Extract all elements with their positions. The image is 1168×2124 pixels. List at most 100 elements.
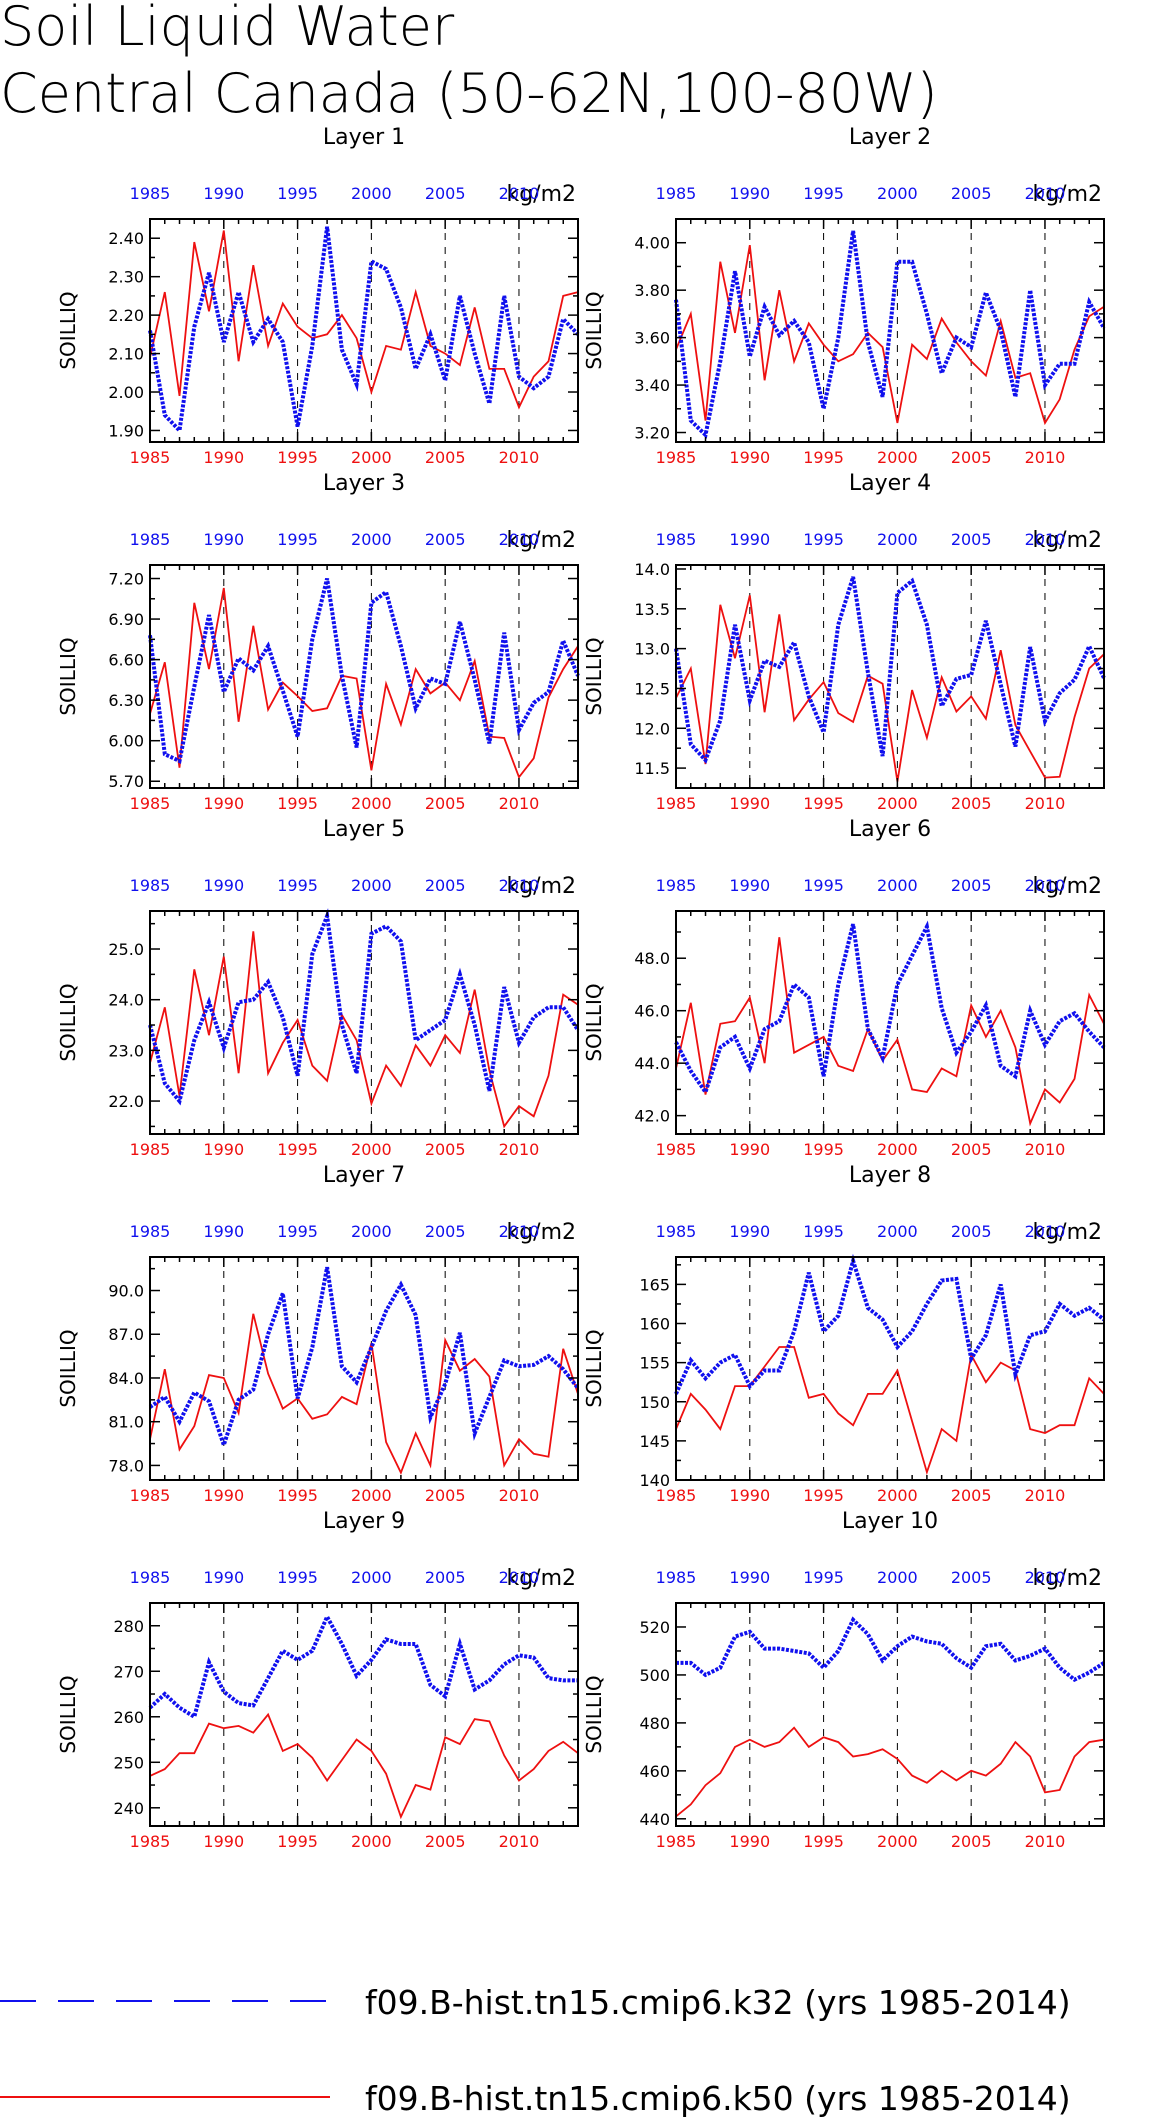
x-tick-label-top: 2000	[351, 876, 392, 895]
x-tick-label-bottom: 2000	[351, 1140, 392, 1159]
y-tick-label: 250	[113, 1753, 144, 1772]
y-tick-label: 6.60	[108, 651, 144, 670]
panel-title: Layer 6	[849, 817, 931, 842]
y-tick-label: 500	[639, 1666, 670, 1685]
panel-title: Layer 2	[849, 125, 931, 150]
y-tick-label: 13.5	[634, 600, 670, 619]
series-line-k50	[149, 1313, 579, 1475]
x-tick-label-top: 2005	[425, 876, 466, 895]
y-axis-label: SOILLIQ	[56, 291, 80, 369]
panel-title: Layer 5	[323, 817, 405, 842]
y-tick-label: 145	[639, 1432, 670, 1451]
y-axis-label: SOILLIQ	[56, 637, 80, 715]
panel-layer-2: Layer 2 kg/m2 1985 1985 1990 1990 1995 1995 2000…	[582, 125, 1106, 467]
y-tick-label: 270	[113, 1662, 144, 1681]
x-tick-label-top: 2000	[351, 1222, 392, 1241]
units-label: kg/m2	[1032, 874, 1102, 899]
x-tick-label-bottom: 2005	[951, 794, 992, 813]
y-tick-label: 1.90	[108, 421, 144, 440]
x-tick-label-top: 1990	[729, 1568, 770, 1587]
panel-layer-9: Layer 9 kg/m2 1985 1985 1990 1990 1995 1995 2000…	[56, 1509, 579, 1851]
x-tick-label-bottom: 1985	[130, 1140, 171, 1159]
x-tick-label-bottom: 1995	[803, 1832, 844, 1851]
chart-title-line-2: Central Canada (50-62N,100-80W)	[0, 62, 938, 125]
y-axis-label: SOILLIQ	[582, 1329, 606, 1407]
x-tick-label-top: 1990	[729, 1222, 770, 1241]
x-tick-label-bottom: 1990	[729, 794, 770, 813]
x-tick-label-top: 1990	[729, 184, 770, 203]
x-tick-label-bottom: 1985	[656, 1140, 697, 1159]
panel-layer-7: Layer 7 kg/m2 1985 1985 1990 1990 1995 1995 2000…	[56, 1163, 580, 1505]
x-tick-label-bottom: 1985	[656, 448, 697, 467]
y-tick-label: 520	[639, 1618, 670, 1637]
panel-layer-5: Layer 5 kg/m2 1985 1985 1990 1990 1995 1995 2000…	[56, 817, 580, 1159]
x-tick-label-top: 2005	[425, 184, 466, 203]
x-tick-label-bottom: 2005	[951, 448, 992, 467]
y-tick-label: 7.20	[108, 570, 144, 589]
x-tick-label-bottom: 2010	[1025, 794, 1066, 813]
units-label: kg/m2	[506, 528, 576, 553]
series-line-k32	[148, 908, 580, 1106]
x-tick-label-bottom: 2000	[351, 1832, 392, 1851]
x-tick-label-top: 1985	[656, 876, 697, 895]
x-tick-label-bottom: 2005	[425, 1486, 466, 1505]
x-tick-label-top: 1990	[203, 876, 244, 895]
y-tick-label: 22.0	[108, 1092, 144, 1111]
x-tick-label-bottom: 2000	[877, 794, 918, 813]
y-tick-label: 14.0	[634, 560, 670, 579]
series-line-k32	[674, 230, 1106, 439]
plot-frame	[675, 1602, 1105, 1827]
x-tick-label-top: 2000	[877, 530, 918, 549]
panel-layer-6: Layer 6 kg/m2 1985 1985 1990 1990 1995 1995 2000…	[582, 817, 1106, 1159]
panel-layer-10: Layer 10 kg/m2 1985 1985 1990 1990 1995 1995 200…	[582, 1509, 1106, 1851]
x-tick-label-bottom: 2010	[1025, 1140, 1066, 1159]
x-tick-label-bottom: 2010	[1025, 448, 1066, 467]
units-label: kg/m2	[1032, 528, 1102, 553]
series-line-k32	[148, 1266, 580, 1452]
y-tick-label: 25.0	[108, 940, 144, 959]
panel-title: Layer 7	[323, 1163, 405, 1188]
y-axis-label: SOILLIQ	[582, 1675, 606, 1753]
y-tick-label: 440	[639, 1810, 670, 1829]
series-line-k50	[675, 244, 1105, 426]
series-line-k50	[675, 1726, 1105, 1818]
x-tick-label-top: 2005	[951, 184, 992, 203]
y-tick-label: 165	[639, 1275, 670, 1294]
x-tick-label-bottom: 1995	[803, 1140, 844, 1159]
x-tick-label-top: 1985	[130, 184, 171, 203]
y-tick-label: 2.40	[108, 229, 144, 248]
units-label: kg/m2	[506, 182, 576, 207]
y-tick-label: 44.0	[634, 1054, 670, 1073]
x-tick-label-top: 1990	[729, 876, 770, 895]
panel-layer-3: Layer 3 kg/m2 1985 1985 1990 1990 1995 1995 2000…	[56, 471, 580, 813]
y-tick-label: 24.0	[108, 991, 144, 1010]
x-tick-label-bottom: 2005	[951, 1832, 992, 1851]
x-tick-label-bottom: 1995	[277, 1486, 318, 1505]
y-tick-label: 23.0	[108, 1041, 144, 1060]
x-tick-label-top: 1985	[656, 530, 697, 549]
x-tick-label-bottom: 2000	[877, 1832, 918, 1851]
panel-layer-4: Layer 4 kg/m2 1985 1985 1990 1990 1995 1995 2000…	[582, 471, 1106, 813]
x-tick-label-top: 2000	[877, 1222, 918, 1241]
series-line-k50	[149, 931, 579, 1129]
y-tick-label: 2.10	[108, 345, 144, 364]
y-tick-label: 480	[639, 1714, 670, 1733]
units-label: kg/m2	[1032, 182, 1102, 207]
legend-label-k50: f09.B-hist.tn15.cmip6.k50 (yrs 1985-2014…	[365, 2079, 1071, 2118]
y-axis-label: SOILLIQ	[582, 983, 606, 1061]
series-line-k50	[675, 1346, 1105, 1476]
series-line-k32	[674, 576, 1106, 764]
chart-title-line-1: Soil Liquid Water	[0, 0, 455, 58]
x-tick-label-bottom: 2010	[499, 1140, 540, 1159]
y-tick-label: 155	[639, 1354, 670, 1373]
x-tick-label-top: 1995	[277, 184, 318, 203]
x-tick-label-bottom: 1995	[277, 448, 318, 467]
y-axis-label: SOILLIQ	[582, 637, 606, 715]
x-tick-label-top: 2000	[877, 1568, 918, 1587]
x-tick-label-top: 1985	[656, 1568, 697, 1587]
series-line-k32	[148, 226, 580, 435]
panel-layer-8: Layer 8 kg/m2 1985 1985 1990 1990 1995 1995 2000…	[582, 1163, 1106, 1505]
y-tick-label: 3.40	[634, 376, 670, 395]
plot-frame	[675, 1256, 1105, 1481]
x-tick-label-bottom: 1990	[729, 1140, 770, 1159]
